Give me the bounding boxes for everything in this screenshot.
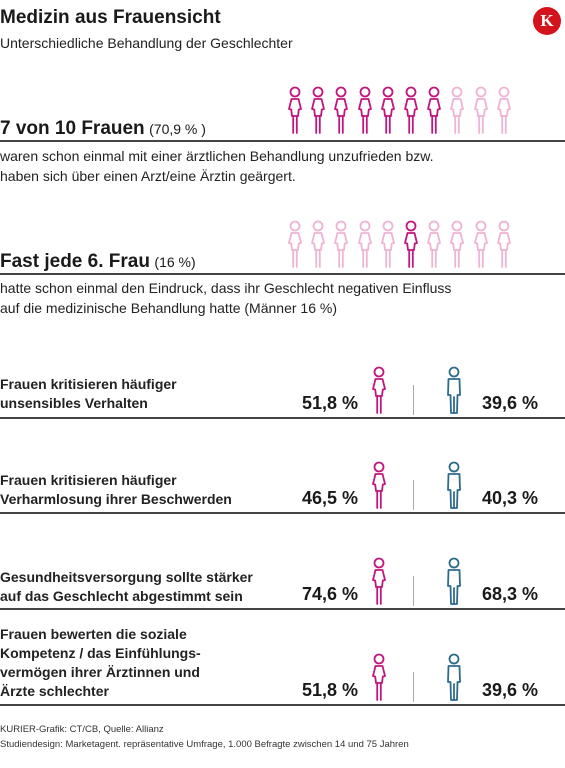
comparison-4-label-line3: vermögen ihrer Ärztinnen und	[0, 664, 200, 680]
stat2-female-figure-icon	[404, 220, 418, 268]
comparison-3-female-value: 74,6 %	[301, 584, 358, 604]
stat1-female-figure-icon	[334, 86, 349, 134]
stat2-female-figure-icon	[496, 220, 511, 268]
stat1-desc-line1: waren schon einmal mit einer ärztlichen …	[0, 148, 434, 164]
comparison-3-separator	[413, 576, 414, 606]
stat1-icon-row	[286, 86, 526, 138]
comparison-4-female-value: 51,8 %	[301, 680, 358, 700]
comparison-4-label-line2: Kompetenz / das Einfühlungs-	[0, 645, 201, 661]
comparison-1-female-value: 51,8 %	[301, 393, 358, 413]
comparison-2-male-value: 40,3 %	[481, 488, 538, 508]
comparison-2-label: Frauen kritisieren häufiger Verharmlosun…	[0, 471, 232, 509]
page-title: Medizin aus Frauensicht	[0, 7, 221, 28]
comparison-3-female-icon	[372, 557, 386, 605]
footer-study-design: Studiendesign: Marketagent. repräsentati…	[0, 739, 409, 750]
stat2-heading: Fast jede 6. Frau (16 %)	[0, 251, 196, 273]
comparison-4-female-icon	[372, 653, 386, 701]
stat2-female-figure-icon	[427, 220, 442, 268]
comparison-4-label-line4: Ärzte schlechter	[0, 683, 109, 699]
page-subtitle: Unterschiedliche Behandlung der Geschlec…	[0, 35, 293, 51]
comparison-4-male-value: 39,6 %	[481, 680, 538, 700]
comparison-4-label-line1: Frauen bewerten die soziale	[0, 626, 187, 642]
stat1-female-figure-icon	[427, 86, 442, 134]
comparison-2-separator	[413, 480, 414, 510]
comparison-4-male-icon	[447, 653, 461, 701]
stat2-desc-line2: auf die medizinische Behandlung hatte (M…	[0, 300, 337, 316]
stat1-desc-line2: haben sich über einen Arzt/eine Ärztin g…	[0, 168, 296, 184]
comparison-4-separator	[413, 672, 414, 702]
kurier-logo: K	[533, 7, 561, 35]
comparison-3-label-line1: Gesundheitsversorgung sollte stärker	[0, 569, 253, 585]
comparison-1-male-icon	[447, 366, 461, 414]
comparison-1-label-line2: unsensibles Verhalten	[0, 395, 148, 411]
stat2-desc-line1: hatte schon einmal den Eindruck, dass ih…	[0, 280, 452, 296]
comparison-3-male-icon	[447, 557, 461, 605]
stat1-female-figure-icon	[311, 86, 326, 134]
comparison-4-label: Frauen bewerten die soziale Kompetenz / …	[0, 625, 201, 701]
stat2-female-figure-icon	[473, 220, 488, 268]
footer-source: KURIER-Grafik: CT/CB, Quelle: Allianz	[0, 724, 164, 735]
stat2-icon-row	[286, 220, 526, 272]
comparison-2-rule	[0, 512, 565, 514]
stat2-value: (16 %)	[154, 254, 196, 270]
stat2-female-figure-icon	[288, 220, 302, 268]
stat1-female-figure-icon	[473, 86, 488, 134]
stat1-description: waren schon einmal mit einer ärztlichen …	[0, 146, 433, 186]
comparison-2-label-line2: Verharmlosung ihrer Beschwerden	[0, 491, 232, 507]
stat1-female-figure-icon	[450, 86, 465, 134]
comparison-3-label: Gesundheitsversorgung sollte stärker auf…	[0, 568, 253, 606]
comparison-2-female-value: 46,5 %	[301, 488, 358, 508]
comparison-3-label-line2: auf das Geschlecht abgestimmt sein	[0, 588, 243, 604]
comparison-1-female-icon	[372, 366, 386, 414]
stat1-female-figure-icon	[380, 86, 395, 134]
stat2-female-figure-icon	[450, 220, 465, 268]
comparison-1-separator	[413, 385, 414, 415]
stat2-female-figure-icon	[380, 220, 395, 268]
stat1-headline: 7 von 10 Frauen	[0, 118, 145, 139]
comparison-2-male-icon	[447, 461, 461, 509]
stat1-female-figure-icon	[288, 86, 302, 134]
comparison-3-rule	[0, 608, 565, 610]
comparison-4-rule	[0, 704, 565, 706]
stat2-female-figure-icon	[334, 220, 349, 268]
comparison-1-label-line1: Frauen kritisieren häufiger	[0, 376, 177, 392]
comparison-1-rule	[0, 417, 565, 419]
stat1-female-figure-icon	[496, 86, 511, 134]
stat1-value: (70,9 % )	[149, 121, 206, 137]
stat1-female-figure-icon	[404, 86, 418, 134]
stat2-female-figure-icon	[311, 220, 326, 268]
comparison-1-label: Frauen kritisieren häufiger unsensibles …	[0, 375, 177, 413]
comparison-2-female-icon	[372, 461, 386, 509]
stat1-heading: 7 von 10 Frauen (70,9 % )	[0, 118, 206, 140]
stat1-rule	[0, 140, 565, 142]
stat2-headline: Fast jede 6. Frau	[0, 251, 150, 272]
comparison-1-male-value: 39,6 %	[481, 393, 538, 413]
stat2-description: hatte schon einmal den Eindruck, dass ih…	[0, 278, 451, 318]
comparison-2-label-line1: Frauen kritisieren häufiger	[0, 472, 177, 488]
stat2-female-figure-icon	[357, 220, 372, 268]
stat2-rule	[0, 273, 565, 275]
comparison-3-male-value: 68,3 %	[481, 584, 538, 604]
stat1-female-figure-icon	[357, 86, 372, 134]
